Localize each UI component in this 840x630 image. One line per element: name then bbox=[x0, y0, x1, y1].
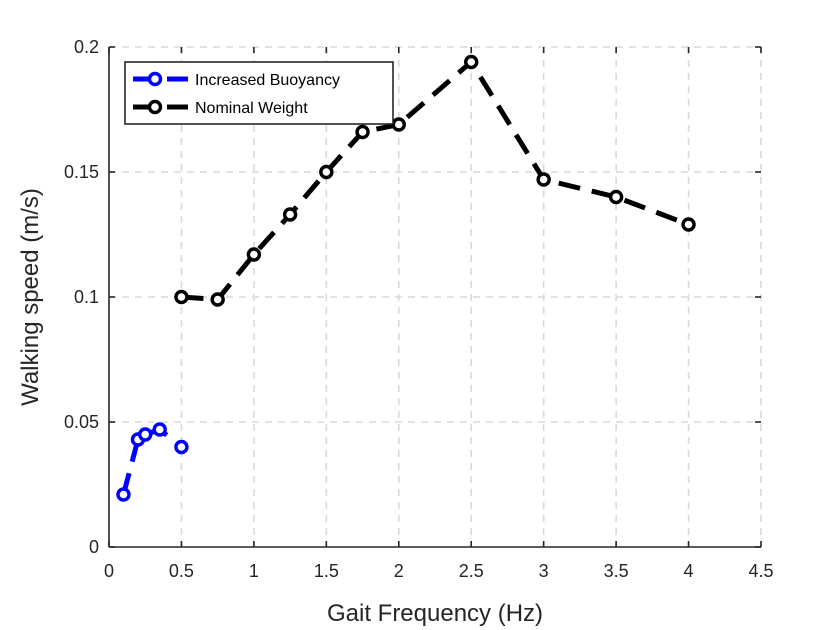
data-point-nominal-weight bbox=[464, 54, 479, 70]
x-tick-label: 3 bbox=[539, 561, 549, 581]
y-tick-label: 0.05 bbox=[64, 412, 99, 432]
tick-labels: 0 0.5 1 1.5 2 2.5 3 3.5 4 4.5 0 0.05 0.1 0.15 0.2 bbox=[64, 37, 774, 581]
legend-label-increased-buoyancy: Increased Buoyancy bbox=[195, 72, 340, 89]
x-tick-label: 1 bbox=[249, 561, 259, 581]
x-tick-label: 3.5 bbox=[604, 561, 629, 581]
series-line-increased-buoyancy bbox=[121, 427, 184, 496]
axes bbox=[108, 46, 762, 548]
data-point-nominal-weight bbox=[174, 289, 189, 305]
data-point-nominal-weight bbox=[355, 124, 370, 140]
data-point-increased-buoyancy bbox=[138, 427, 153, 442]
x-tick-label: 2.5 bbox=[459, 561, 484, 581]
y-tick-label: 0.15 bbox=[64, 162, 99, 182]
data-point-increased-buoyancy bbox=[152, 422, 167, 437]
legend: Increased Buoyancy Nominal Weight bbox=[124, 61, 394, 125]
data-point-increased-buoyancy bbox=[116, 487, 131, 502]
x-tick-label: 0 bbox=[104, 561, 114, 581]
plot-area bbox=[116, 54, 696, 502]
y-tick-label: 0.1 bbox=[74, 287, 99, 307]
x-tick-label: 4 bbox=[684, 561, 694, 581]
x-tick-label: 2 bbox=[394, 561, 404, 581]
x-tick-label: 0.5 bbox=[169, 561, 194, 581]
data-point-nominal-weight bbox=[391, 117, 406, 132]
data-point-nominal-weight bbox=[210, 292, 225, 307]
legend-marker-increased-buoyancy bbox=[147, 71, 163, 87]
x-axis-label: Gait Frequency (Hz) bbox=[327, 600, 543, 627]
legend-label-nominal-weight: Nominal Weight bbox=[195, 100, 308, 117]
y-tick-label: 0 bbox=[89, 537, 99, 557]
data-point-nominal-weight bbox=[681, 217, 696, 232]
x-tick-label: 1.5 bbox=[314, 561, 339, 581]
legend-box bbox=[124, 61, 394, 125]
data-point-nominal-weight bbox=[536, 172, 551, 187]
data-point-nominal-weight bbox=[608, 189, 624, 205]
data-point-nominal-weight bbox=[319, 164, 334, 180]
data-point-nominal-weight bbox=[282, 207, 298, 222]
data-point-nominal-weight bbox=[246, 247, 262, 262]
y-tick-label: 0.2 bbox=[74, 37, 99, 57]
y-axis-label: Walking speed (m/s) bbox=[17, 188, 44, 406]
x-tick-label: 4.5 bbox=[748, 561, 773, 581]
legend-marker-nominal-weight bbox=[147, 99, 163, 115]
data-point-increased-buoyancy bbox=[174, 439, 189, 455]
